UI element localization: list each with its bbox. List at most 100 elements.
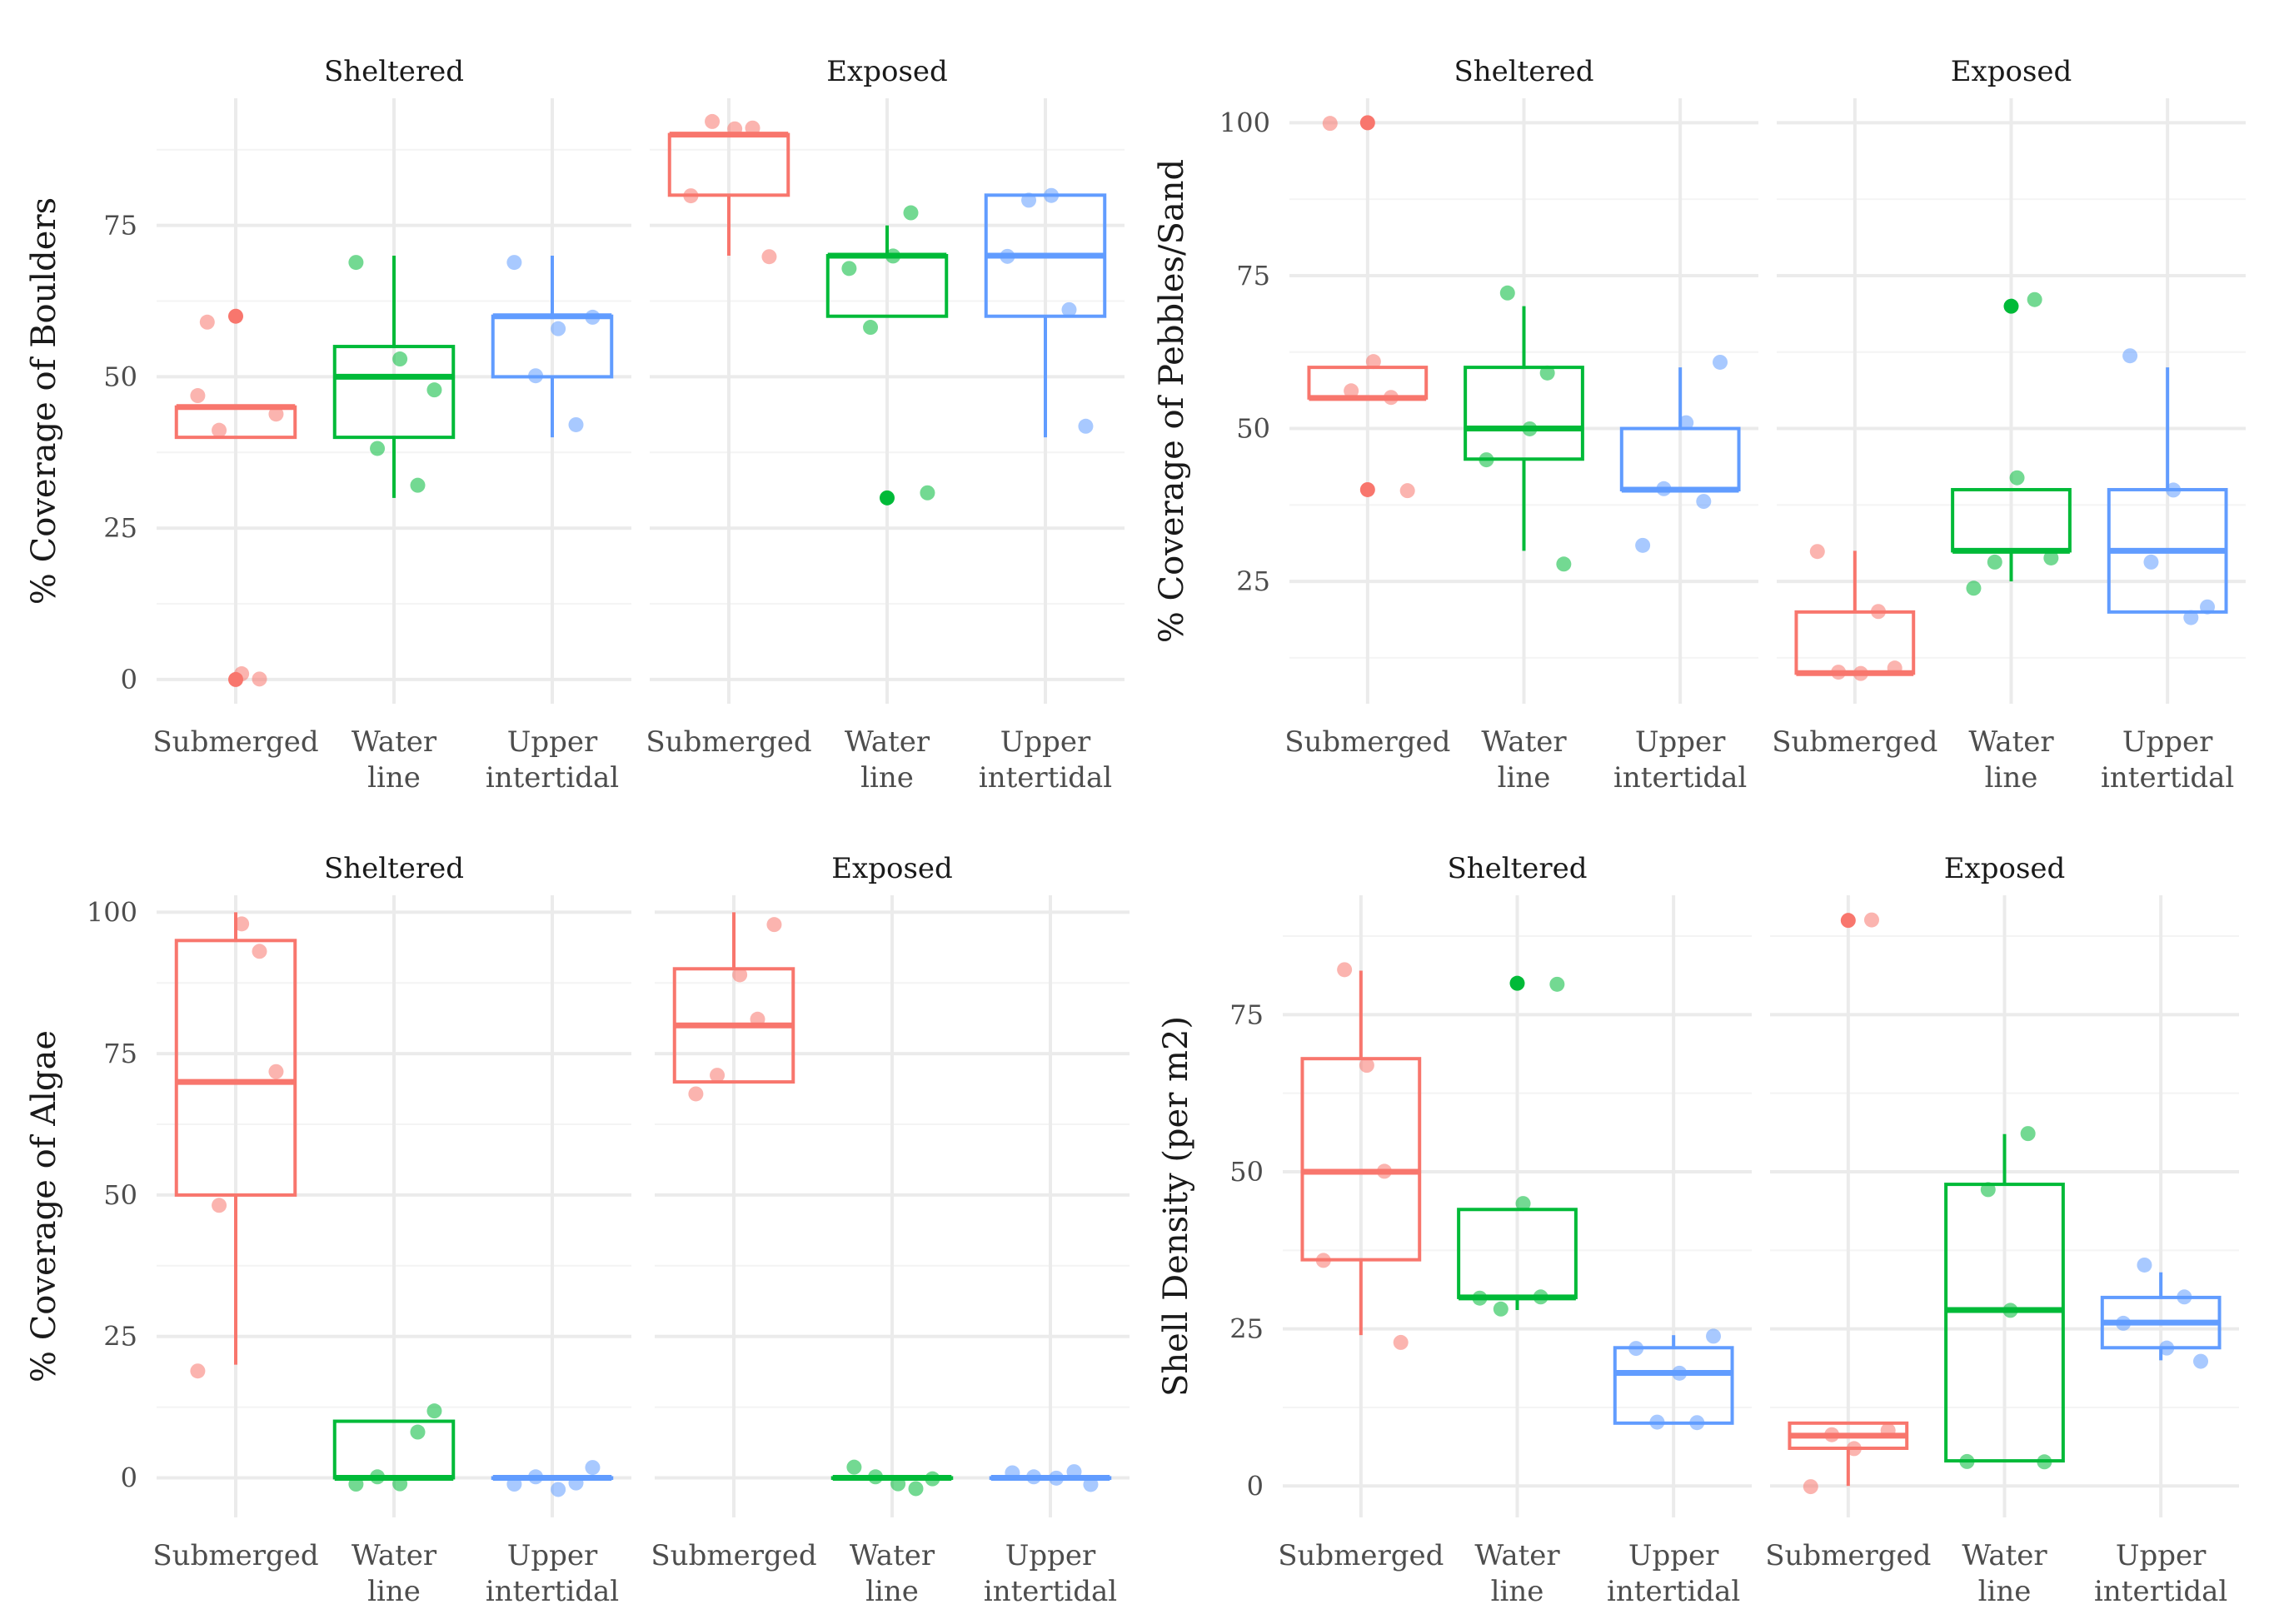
data-point (1880, 1422, 1896, 1438)
box (332, 345, 456, 440)
data-point (1980, 1182, 1996, 1198)
strip-label: Sheltered (324, 852, 464, 885)
x-tick-label: Water (850, 1539, 935, 1572)
data-point (1315, 1253, 1331, 1268)
data-point (1870, 604, 1886, 620)
y-tick-label: 0 (121, 664, 137, 695)
x-tick-label: line (1978, 1575, 2032, 1608)
outlier-point (228, 308, 243, 324)
data-point (1515, 1196, 1531, 1212)
data-point (2200, 599, 2216, 615)
data-point (1393, 1334, 1409, 1350)
data-point (426, 382, 442, 398)
x-tick-label: Upper (507, 725, 598, 759)
x-tick-label: Upper (1628, 1539, 1719, 1572)
data-point (506, 1477, 522, 1492)
data-point (1706, 1328, 1722, 1344)
x-tick-label: line (367, 1575, 421, 1608)
strip-label: Sheltered (324, 55, 464, 88)
data-point (1344, 383, 1359, 399)
data-point (2193, 1353, 2209, 1369)
x-tick-label: Submerged (1772, 725, 1937, 759)
data-point (1672, 1365, 1688, 1381)
data-point (2002, 1303, 2018, 1318)
data-point (2043, 550, 2059, 565)
data-point (2027, 291, 2042, 307)
x-tick-label: Water (1481, 725, 1567, 759)
boxplot-submerged: Submerged (152, 912, 319, 1572)
data-point (2116, 1315, 2132, 1331)
data-point (1696, 494, 1712, 510)
y-tick-label: 0 (1247, 1470, 1264, 1502)
outlier-point (1509, 975, 1525, 991)
data-point (2159, 1340, 2175, 1356)
y-tick-label: 25 (1229, 1313, 1264, 1345)
y-tick-label: 75 (1229, 999, 1264, 1030)
y-tick-label: 50 (103, 361, 137, 392)
data-point (1713, 354, 1728, 370)
boxplot-submerged: Submerged (646, 113, 812, 759)
x-tick-label: intertidal (486, 1575, 619, 1608)
data-point (2143, 554, 2159, 570)
data-point (710, 1068, 726, 1083)
data-point (1831, 665, 1847, 680)
data-point (268, 1064, 284, 1079)
y-axis-title: Shell Density (per m2) (1157, 1016, 1195, 1397)
data-point (528, 1469, 544, 1485)
boxplot-submerged: Submerged (152, 308, 319, 759)
x-tick-label: Water (352, 725, 437, 759)
data-point (585, 309, 601, 325)
data-point (585, 1460, 601, 1476)
data-point (1061, 301, 1077, 317)
data-point (1322, 116, 1338, 132)
data-point (551, 1482, 566, 1497)
data-point (551, 321, 566, 336)
data-point (1359, 1058, 1374, 1074)
outlier-point (1359, 481, 1375, 497)
data-point (392, 1476, 408, 1492)
y-tick-label: 50 (1236, 413, 1270, 445)
boxplot-submerged: Submerged (1765, 912, 1931, 1572)
x-tick-label: Water (1474, 1539, 1560, 1572)
x-tick-label: Submerged (152, 725, 318, 759)
x-tick-label: Upper (507, 1539, 598, 1572)
data-point (1533, 1289, 1548, 1305)
y-axis-title: % Coverage of Algae (25, 1030, 63, 1382)
box (1300, 1057, 1422, 1262)
data-point (1549, 976, 1565, 992)
data-point (190, 1363, 206, 1379)
data-point (252, 944, 267, 959)
x-tick-label: line (1985, 761, 2038, 795)
data-point (2122, 348, 2138, 364)
data-point (1556, 556, 1572, 572)
y-tick-label: 50 (103, 1179, 137, 1211)
data-point (868, 1469, 884, 1485)
data-point (1656, 481, 1672, 496)
y-tick-label: 75 (103, 1038, 137, 1069)
chart-3: % Coverage of Algae 0 25 50 75 100 Sheltered Su… (25, 852, 1130, 1608)
x-tick-label: intertidal (1613, 761, 1747, 795)
y-tick-label: 25 (1236, 565, 1270, 597)
data-point (528, 368, 544, 384)
data-point (903, 205, 919, 221)
strip-label: Exposed (1951, 55, 2072, 88)
data-point (370, 1469, 386, 1485)
data-point (1337, 962, 1353, 978)
data-point (1000, 248, 1015, 264)
data-point (1049, 1470, 1065, 1486)
data-point (234, 666, 250, 682)
strip-label: Sheltered (1454, 55, 1593, 88)
data-point (410, 1424, 426, 1440)
y-tick-label: 25 (103, 1321, 137, 1353)
data-point (846, 1459, 862, 1475)
data-point (1846, 1441, 1862, 1457)
